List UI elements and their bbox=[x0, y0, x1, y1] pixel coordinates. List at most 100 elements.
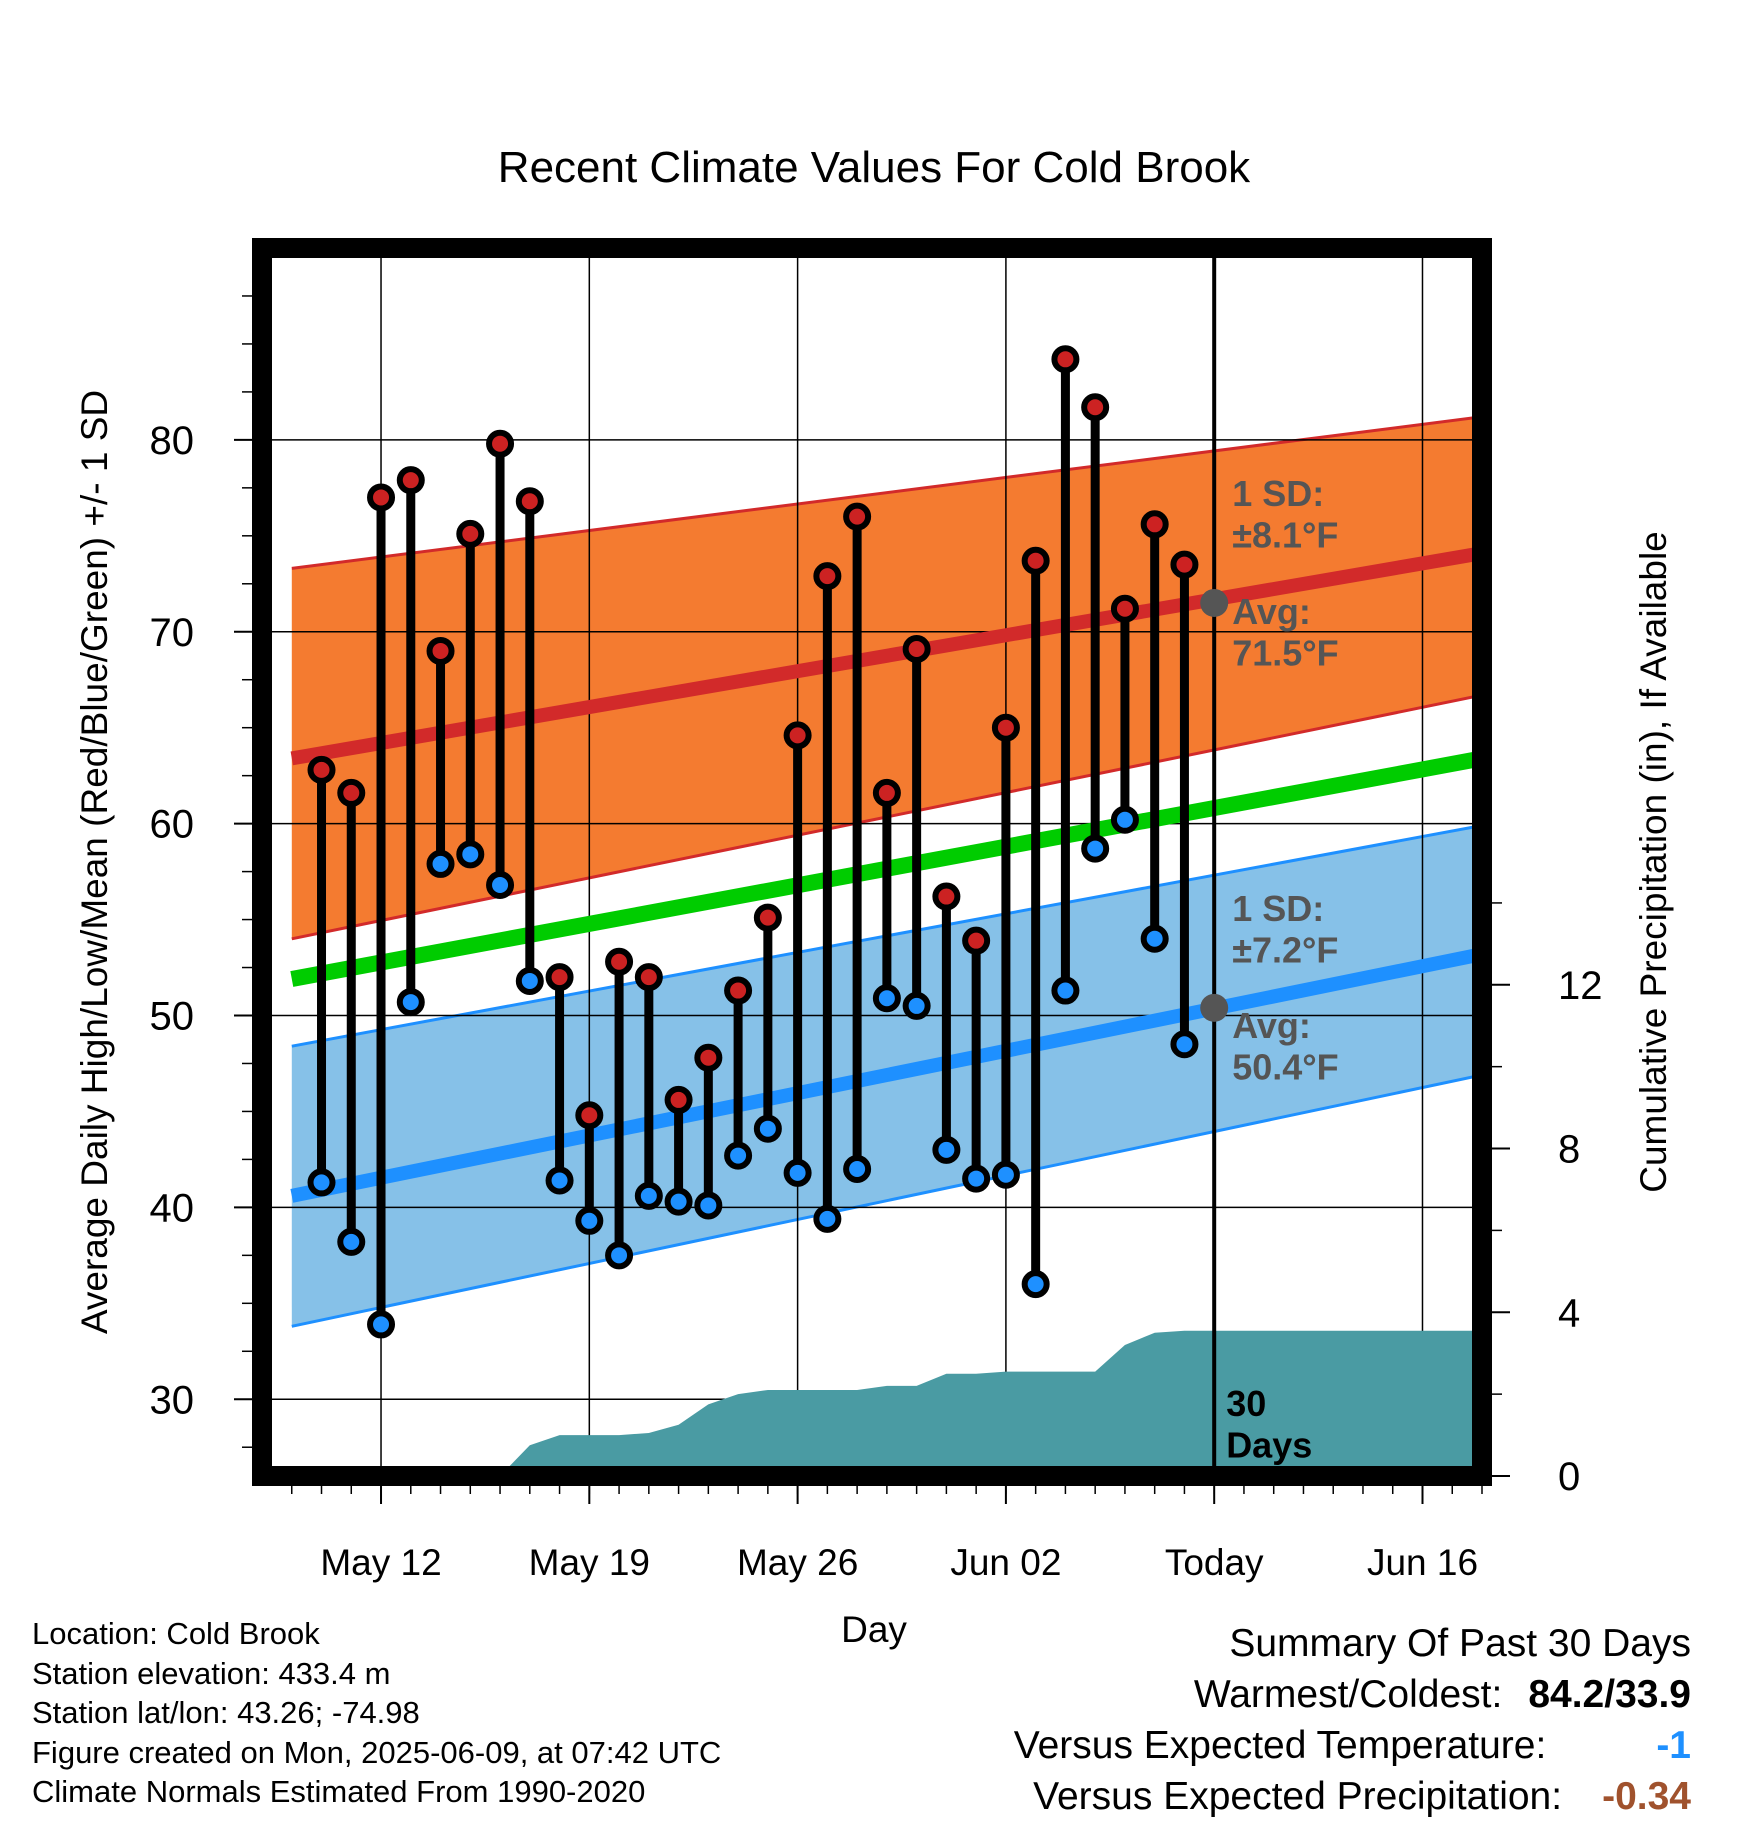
high-temp-point bbox=[545, 963, 574, 992]
summary-panel: Summary Of Past 30 Days Warmest/Coldest:… bbox=[1014, 1618, 1691, 1822]
low-temp-point bbox=[664, 1187, 693, 1216]
low-temp-point bbox=[1110, 805, 1139, 834]
temp-value: -1 bbox=[1656, 1724, 1691, 1767]
low-avg-marker bbox=[1200, 993, 1229, 1022]
high-temp-point bbox=[486, 429, 515, 458]
y-tick-label-left: 80 bbox=[150, 419, 195, 463]
location-text: Location: Cold Brook bbox=[32, 1616, 320, 1651]
low-temp-point bbox=[337, 1227, 366, 1256]
summary-precip-row: Versus Expected Precipitation: -0.34 bbox=[1014, 1771, 1691, 1822]
high-temp-point bbox=[1140, 510, 1169, 539]
warmest-label: Warmest/Coldest: bbox=[1193, 1673, 1503, 1716]
low-temp-point bbox=[456, 840, 485, 869]
low-temp-point bbox=[486, 871, 515, 900]
low-temp-point bbox=[515, 966, 544, 995]
high-temp-point bbox=[575, 1101, 604, 1130]
low-temp-point bbox=[367, 1310, 396, 1339]
low-temp-point bbox=[426, 849, 455, 878]
summary-title: Summary Of Past 30 Days bbox=[1229, 1622, 1691, 1665]
high-temp-point bbox=[1051, 345, 1080, 374]
plot-frame bbox=[252, 238, 1492, 1486]
daily-range-bars bbox=[317, 359, 1189, 1325]
low-temp-point bbox=[634, 1181, 663, 1210]
low-temp-point bbox=[932, 1135, 961, 1164]
summary-warmest-row: Warmest/Coldest: 84.2/33.9 bbox=[1014, 1669, 1691, 1720]
low-temp-point bbox=[843, 1155, 872, 1183]
high-temp-point bbox=[962, 926, 991, 955]
low-temp-point bbox=[1021, 1270, 1050, 1299]
high-temp-point bbox=[991, 713, 1020, 742]
high-temp-point bbox=[872, 778, 901, 807]
high-avg-marker bbox=[1200, 588, 1229, 617]
latlon-text: Station lat/lon: 43.26; -74.98 bbox=[32, 1695, 420, 1730]
y-tick-label-left: 40 bbox=[150, 1186, 195, 1230]
low-temp-point bbox=[1051, 976, 1080, 1005]
low-temp-point bbox=[962, 1164, 991, 1193]
low-temp-point bbox=[1140, 924, 1169, 953]
low-temp-point bbox=[991, 1160, 1020, 1189]
low-temp-point bbox=[783, 1158, 812, 1187]
low-normal-line bbox=[290, 947, 1482, 1203]
high-sd-label: 1 SD: ±8.1°F bbox=[1232, 473, 1338, 555]
x-axis-label: Day bbox=[841, 1609, 907, 1650]
high-temp-point bbox=[634, 963, 663, 992]
x-tick-label: Jun 16 bbox=[1367, 1542, 1478, 1583]
y-axis-left-label: Average Daily High/Low/Mean (Red/Blue/Gr… bbox=[74, 390, 115, 1334]
high-temp-point bbox=[694, 1043, 723, 1072]
low-temp-point bbox=[902, 991, 931, 1020]
low-temp-point bbox=[1081, 834, 1110, 863]
high-temp-point bbox=[605, 947, 634, 976]
high-temp-point bbox=[1170, 550, 1199, 579]
high-normal-line bbox=[290, 546, 1482, 766]
daily-dots bbox=[307, 345, 1199, 1339]
normals-text: Climate Normals Estimated From 1990-2020 bbox=[32, 1774, 646, 1809]
y-tick-label-right: 8 bbox=[1558, 1128, 1580, 1172]
warmest-value: 84.2/33.9 bbox=[1528, 1673, 1691, 1716]
low-temp-point bbox=[545, 1166, 574, 1195]
high-temp-point bbox=[753, 903, 782, 932]
x-tick-label: Today bbox=[1165, 1542, 1264, 1583]
high-temp-point bbox=[664, 1085, 693, 1114]
elevation-text: Station elevation: 433.4 m bbox=[32, 1655, 391, 1691]
high-temp-point bbox=[307, 755, 336, 784]
high-temp-point bbox=[456, 519, 485, 548]
temp-label: Versus Expected Temperature: bbox=[1013, 1724, 1547, 1767]
low-temp-point bbox=[753, 1114, 782, 1143]
low-temp-point bbox=[575, 1206, 604, 1235]
high-sd-upper-edge bbox=[291, 415, 1482, 570]
low-temp-point bbox=[872, 984, 901, 1013]
y-tick-label-right: 4 bbox=[1558, 1291, 1580, 1335]
high-temp-point bbox=[426, 636, 455, 665]
high-temp-point bbox=[337, 778, 366, 807]
x-tick-label: May 26 bbox=[737, 1542, 858, 1583]
precipitation-area bbox=[440, 1330, 1482, 1476]
high-temp-point bbox=[783, 721, 812, 750]
y-tick-label-right: 0 bbox=[1558, 1455, 1580, 1499]
summary-temp-row: Versus Expected Temperature: -1 bbox=[1014, 1720, 1691, 1771]
low-temp-point bbox=[694, 1191, 723, 1220]
high-temp-point bbox=[515, 487, 544, 516]
low-sd-lower-edge bbox=[291, 1073, 1482, 1328]
low-temp-point bbox=[396, 988, 425, 1017]
low-sd-label: 1 SD: ±7.2°F bbox=[1232, 888, 1338, 970]
high-temp-point bbox=[724, 976, 753, 1005]
high-temp-point bbox=[932, 882, 961, 911]
high-temp-point bbox=[843, 502, 872, 531]
station-info: Location: Cold Brook Station elevation: … bbox=[32, 1614, 721, 1812]
y-tick-label-left: 50 bbox=[150, 995, 195, 1039]
low-temp-point bbox=[1170, 1030, 1199, 1059]
low-temp-point bbox=[813, 1204, 842, 1233]
x-tick-label: May 19 bbox=[529, 1542, 650, 1583]
days-label: 30 Days bbox=[1226, 1383, 1312, 1465]
x-axis: May 12 May 19 May 26 Jun 02 Today Jun 16 bbox=[291, 1486, 1483, 1583]
y-tick-label-left: 70 bbox=[150, 611, 195, 655]
low-avg-label: Avg: 50.4°F bbox=[1232, 1005, 1338, 1087]
high-avg-label: Avg: 71.5°F bbox=[1232, 591, 1338, 673]
high-temp-point bbox=[396, 466, 425, 495]
y-axis-right: 0 4 8 12 bbox=[1492, 902, 1603, 1499]
chart-title: Recent Climate Values For Cold Brook bbox=[498, 143, 1251, 192]
precip-label: Versus Expected Precipitation: bbox=[1033, 1775, 1563, 1818]
y-tick-label-left: 30 bbox=[150, 1378, 195, 1422]
high-temp-point bbox=[1081, 393, 1110, 422]
